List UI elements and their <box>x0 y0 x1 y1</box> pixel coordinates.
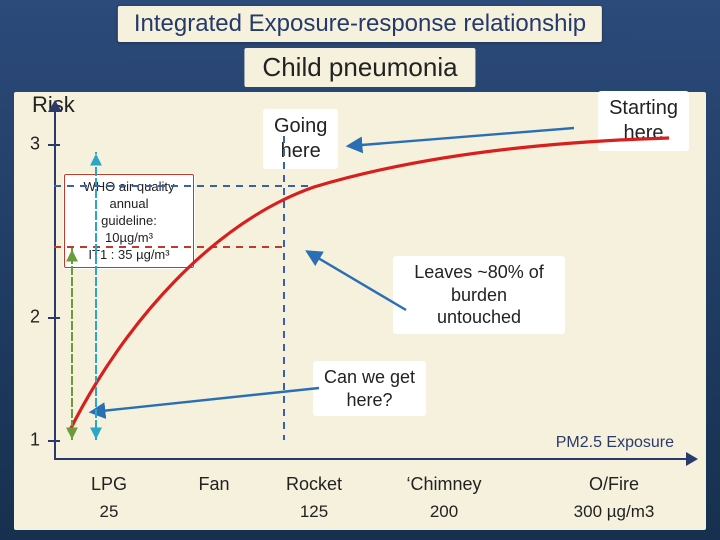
x-axis-title: PM2.5 Exposure <box>556 434 674 452</box>
category-row: LPG Fan Rocket ‘Chimney O/Fire <box>14 474 706 496</box>
y-tick-label: 1 <box>30 430 40 451</box>
callout-line: Going <box>274 115 327 137</box>
callout-line: WHO air quality <box>83 179 174 194</box>
slide-root: Integrated Exposure-response relationshi… <box>0 0 720 540</box>
callout-line: here <box>624 122 664 144</box>
category-value: 25 <box>100 502 119 522</box>
chart-svg <box>14 92 706 530</box>
category-label: Rocket <box>286 474 342 495</box>
category-label: Fan <box>198 474 229 495</box>
callout-leaves: Leaves ~80% of burden untouched <box>394 257 564 333</box>
y-tick-label: 3 <box>30 134 40 155</box>
callout-starting: Starting here <box>599 92 688 150</box>
callout-line: Can we get <box>324 367 415 387</box>
slide-title: Integrated Exposure-response relationshi… <box>118 6 602 42</box>
callout-line: burden <box>451 285 507 305</box>
callout-line: Starting <box>609 97 678 119</box>
category-label: O/Fire <box>589 474 639 495</box>
callout-line: annual <box>109 196 148 211</box>
callout-line: here? <box>347 390 393 410</box>
x-axis <box>54 458 688 460</box>
slide-subtitle: Child pneumonia <box>244 48 475 87</box>
callout-line: 10µg/m³ <box>105 230 153 245</box>
callout-line: IT1 : 35 µg/m³ <box>88 247 169 262</box>
callout-line: guideline: <box>101 213 157 228</box>
category-value: 300 µg/m3 <box>574 502 655 522</box>
y-tick <box>48 317 60 319</box>
y-tick-label: 2 <box>30 307 40 328</box>
callout-going: Going here <box>264 110 337 168</box>
category-value: 125 <box>300 502 328 522</box>
callout-who: WHO air quality annual guideline: 10µg/m… <box>64 174 194 268</box>
chart-panel: Risk PM2.5 Exposure 123 LPGFanRocket‘Chi… <box>14 92 706 530</box>
y-axis <box>54 110 56 460</box>
y-tick <box>48 144 60 146</box>
y-tick <box>48 440 60 442</box>
y-axis-arrow <box>48 100 62 112</box>
callout-line: Leaves ~80% of <box>414 262 544 282</box>
callout-line: untouched <box>437 307 521 327</box>
callout-getthere: Can we get here? <box>314 362 425 415</box>
callout-line: here <box>281 140 321 162</box>
category-label: ‘Chimney <box>406 474 481 495</box>
category-value: 200 <box>430 502 458 522</box>
x-axis-arrow <box>686 452 698 466</box>
value-row: 25 125 200 300 µg/m3 <box>14 502 706 522</box>
category-label: LPG <box>91 474 127 495</box>
